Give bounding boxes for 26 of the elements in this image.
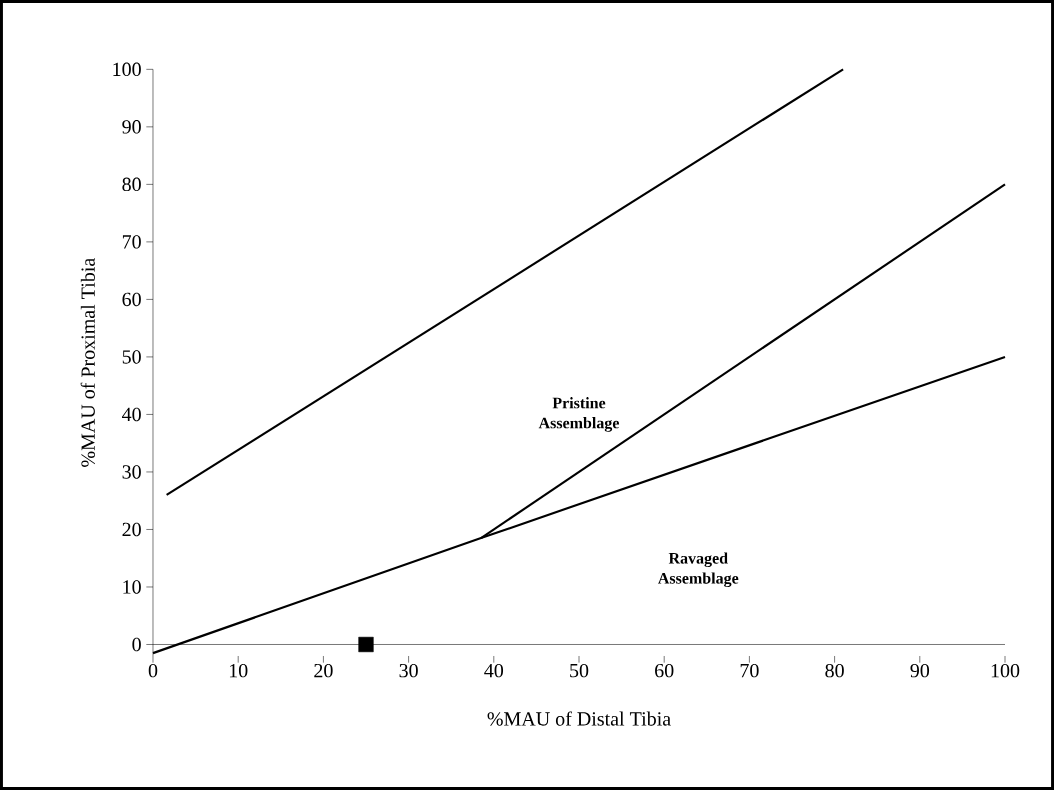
x-tick-label: 70: [740, 663, 759, 678]
x-tick-label: 20: [314, 663, 333, 678]
x-tick-label: 40: [484, 663, 504, 678]
y-tick-label: 50: [122, 350, 141, 364]
y-tick-label: 20: [122, 522, 141, 537]
y-axis-title: %MAU of Proximal Tibia: [80, 258, 95, 467]
y-tick-label: 90: [122, 120, 141, 134]
annotation: Ravaged Assemblage: [657, 552, 739, 588]
x-tick-label: 50: [570, 663, 589, 678]
y-tick-label: 0: [132, 637, 141, 652]
y-tick-label: 30: [122, 465, 141, 479]
x-tick-label: 100: [991, 663, 1020, 678]
y-tick-label: 40: [122, 407, 141, 422]
x-tick-label: 0: [148, 663, 158, 678]
x-tick-label: 60: [655, 663, 674, 678]
annotation: Pristine Assemblage: [538, 397, 620, 432]
x-tick-label: 90: [910, 663, 930, 678]
y-tick-label: 10: [123, 580, 141, 594]
x-axis-title: %MAU of Distal Tibia: [487, 711, 671, 726]
y-tick-label: 100: [113, 62, 141, 77]
y-tick-label: 80: [122, 177, 141, 192]
x-tick-label: 10: [229, 663, 248, 678]
y-tick-label: 70: [122, 235, 141, 249]
x-tick-label: 80: [825, 663, 844, 678]
y-tick-label: 60: [122, 292, 141, 307]
x-tick-label: 30: [399, 663, 418, 678]
